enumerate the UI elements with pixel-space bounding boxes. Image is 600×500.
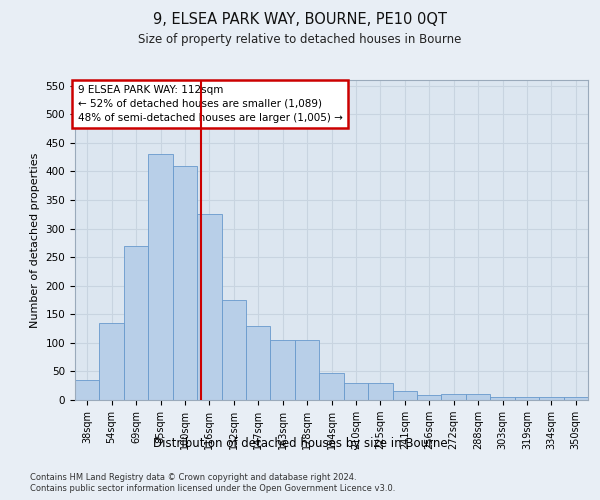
Bar: [197, 214, 221, 400]
Bar: [344, 383, 368, 400]
Text: 9, ELSEA PARK WAY, BOURNE, PE10 0QT: 9, ELSEA PARK WAY, BOURNE, PE10 0QT: [153, 12, 447, 28]
Bar: [246, 326, 271, 400]
Bar: [466, 394, 490, 400]
Text: Size of property relative to detached houses in Bourne: Size of property relative to detached ho…: [139, 32, 461, 46]
Text: Contains HM Land Registry data © Crown copyright and database right 2024.: Contains HM Land Registry data © Crown c…: [30, 472, 356, 482]
Bar: [148, 154, 173, 400]
Bar: [173, 166, 197, 400]
Text: Contains public sector information licensed under the Open Government Licence v3: Contains public sector information licen…: [30, 484, 395, 493]
Bar: [515, 397, 539, 400]
Text: Distribution of detached houses by size in Bourne: Distribution of detached houses by size …: [152, 438, 448, 450]
Bar: [75, 380, 100, 400]
Bar: [319, 373, 344, 400]
Bar: [563, 397, 588, 400]
Y-axis label: Number of detached properties: Number of detached properties: [30, 152, 40, 328]
Bar: [100, 323, 124, 400]
Bar: [221, 300, 246, 400]
Bar: [417, 396, 442, 400]
Bar: [442, 394, 466, 400]
Bar: [124, 246, 148, 400]
Bar: [539, 397, 563, 400]
Bar: [490, 397, 515, 400]
Text: 9 ELSEA PARK WAY: 112sqm
← 52% of detached houses are smaller (1,089)
48% of sem: 9 ELSEA PARK WAY: 112sqm ← 52% of detach…: [77, 85, 343, 123]
Bar: [295, 340, 319, 400]
Bar: [368, 383, 392, 400]
Bar: [392, 392, 417, 400]
Bar: [271, 340, 295, 400]
